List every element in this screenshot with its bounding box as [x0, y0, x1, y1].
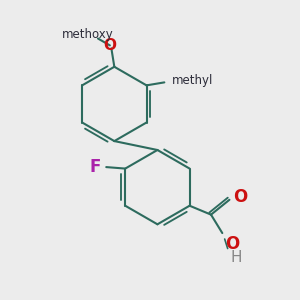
- Text: O: O: [225, 236, 239, 253]
- Text: O: O: [233, 188, 247, 206]
- Text: methyl: methyl: [172, 74, 213, 87]
- Text: F: F: [89, 158, 101, 176]
- Text: O: O: [103, 38, 116, 53]
- Text: methoxy: methoxy: [62, 28, 113, 40]
- Text: H: H: [230, 250, 242, 265]
